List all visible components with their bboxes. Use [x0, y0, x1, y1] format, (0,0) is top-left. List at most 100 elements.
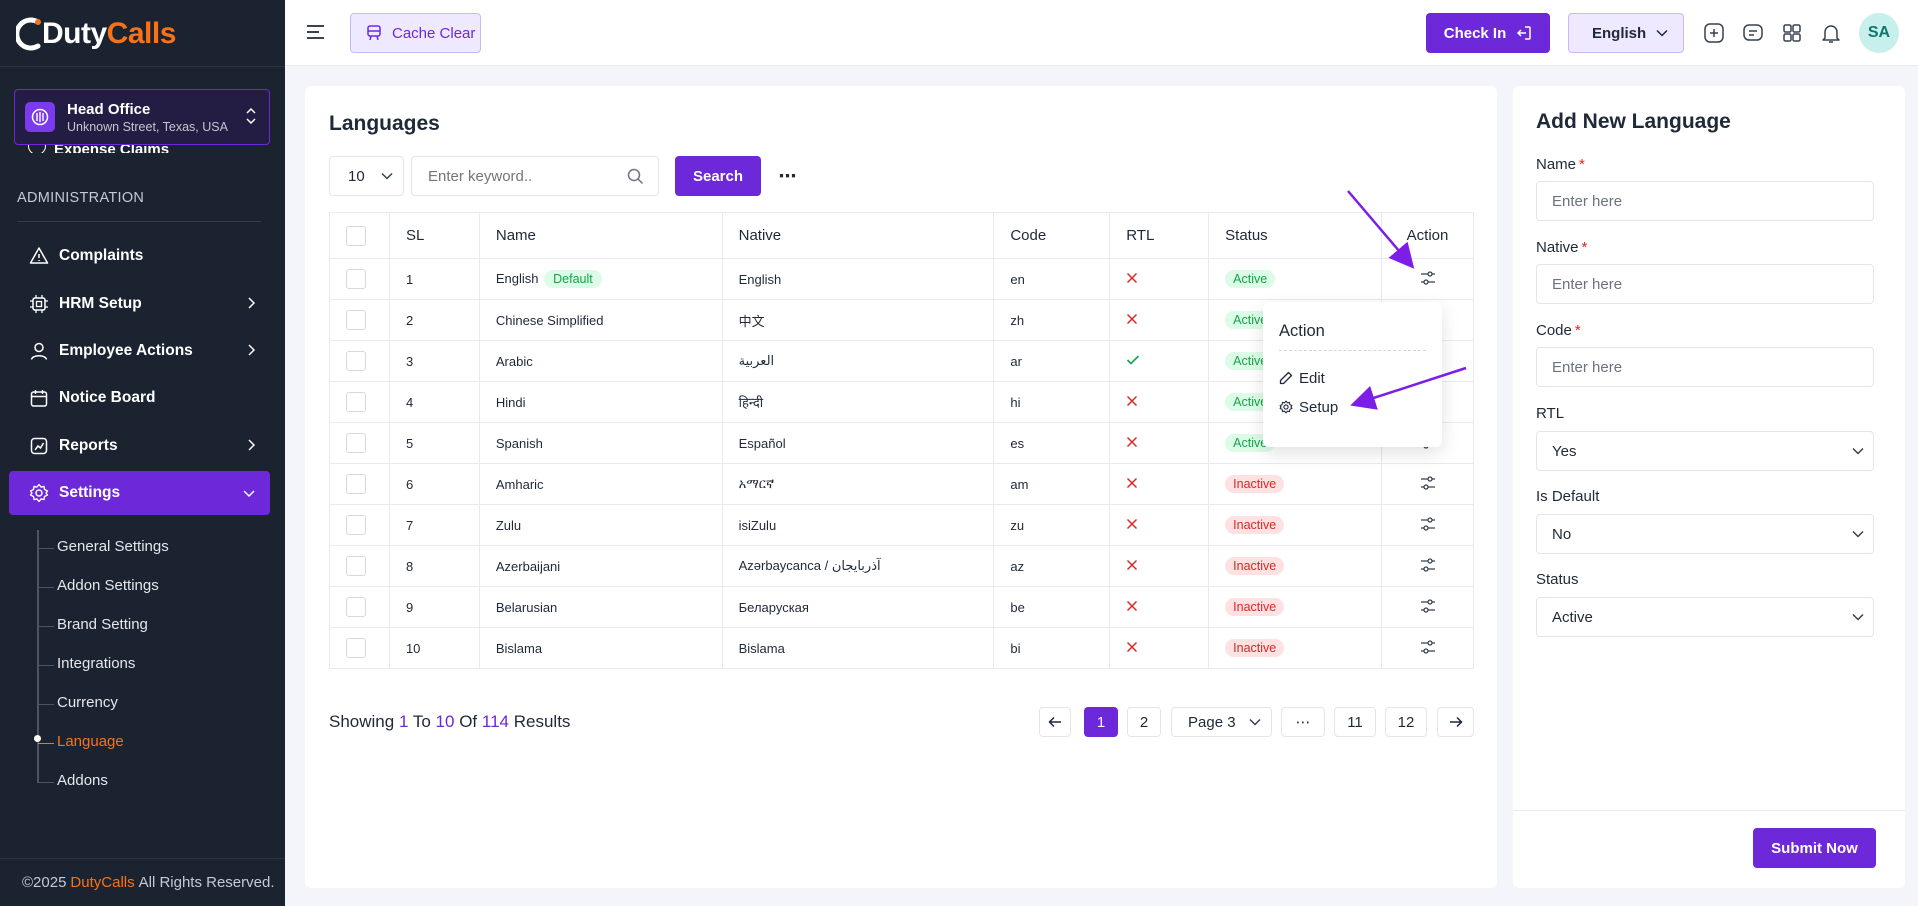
column-header[interactable]: Status: [1208, 212, 1382, 259]
table-row[interactable]: 8 Azerbaijani Azərbaycanca / آذربایجان az In…: [329, 545, 1474, 587]
arrow-right-icon: [1449, 716, 1463, 728]
sliders-icon[interactable]: [1420, 270, 1436, 286]
row-checkbox[interactable]: [346, 351, 366, 371]
column-header[interactable]: RTL: [1109, 212, 1210, 259]
subnav-item-brand-setting[interactable]: Brand Setting: [57, 616, 148, 633]
section-label: ADMINISTRATION: [17, 190, 145, 206]
code-input[interactable]: [1536, 347, 1874, 387]
row-checkbox[interactable]: [346, 515, 366, 535]
sidebar-item-reports[interactable]: Reports: [9, 424, 270, 468]
check-in-button[interactable]: Check In: [1426, 13, 1550, 53]
sliders-icon[interactable]: [1420, 516, 1436, 532]
avatar[interactable]: SA: [1859, 13, 1899, 53]
page-button[interactable]: 2: [1127, 707, 1161, 737]
code-cell: zh: [993, 299, 1111, 341]
sidebar-item-hrm-setup[interactable]: HRM Setup: [9, 282, 270, 326]
rtl-value: Yes: [1552, 442, 1577, 460]
cache-clear-button[interactable]: Cache Clear: [350, 13, 481, 53]
language-dropdown[interactable]: English: [1568, 13, 1684, 53]
per-page-select[interactable]: 10: [329, 156, 404, 196]
action-cell: [1381, 463, 1474, 505]
logo[interactable]: Duty Calls: [16, 12, 176, 56]
subnav-item-language[interactable]: Language: [57, 733, 124, 750]
more-options-icon[interactable]: ⋯: [778, 165, 798, 186]
subnav-item-general-settings[interactable]: General Settings: [57, 538, 169, 555]
submit-button[interactable]: Submit Now: [1753, 828, 1876, 868]
sidebar-item-notice-board[interactable]: Notice Board: [9, 376, 270, 420]
alert-triangle-icon: [29, 246, 49, 266]
row-checkbox[interactable]: [346, 638, 366, 658]
subnav-item-integrations[interactable]: Integrations: [57, 655, 136, 672]
x-icon: [1126, 641, 1138, 656]
rtl-select[interactable]: Yes: [1536, 431, 1874, 471]
name-cell: Azerbaijani: [478, 545, 723, 587]
results-summary: Showing 1 To 10 Of 114 Results: [329, 712, 570, 732]
setup-menu-item[interactable]: Setup: [1279, 397, 1338, 417]
chat-icon[interactable]: [1741, 21, 1765, 45]
column-header[interactable]: Name: [478, 212, 723, 259]
row-checkbox[interactable]: [346, 597, 366, 617]
row-checkbox-cell: [329, 381, 390, 423]
native-input[interactable]: [1536, 264, 1874, 304]
table-row[interactable]: 7 Zulu isiZulu zu Inactive: [329, 504, 1474, 546]
status-select[interactable]: Active: [1536, 597, 1874, 637]
column-header[interactable]: SL: [388, 212, 480, 259]
sliders-icon[interactable]: [1420, 475, 1436, 491]
sliders-icon[interactable]: [1420, 598, 1436, 614]
action-cell: [1381, 586, 1474, 628]
subnav-item-addons[interactable]: Addons: [57, 772, 108, 789]
apps-grid-icon[interactable]: [1780, 21, 1804, 45]
add-icon[interactable]: [1702, 21, 1726, 45]
select-all-checkbox[interactable]: [346, 225, 366, 246]
search-input[interactable]: [411, 156, 659, 196]
status-cell: Inactive: [1208, 463, 1382, 505]
sliders-icon[interactable]: [1420, 639, 1436, 655]
table-row[interactable]: 3 Arabic العربية ar Active: [329, 340, 1474, 382]
row-checkbox[interactable]: [346, 474, 366, 494]
row-checkbox[interactable]: [346, 269, 366, 289]
cpu-icon: [29, 294, 49, 314]
sidebar-item-label: HRM Setup: [59, 295, 142, 312]
row-checkbox[interactable]: [346, 392, 366, 412]
column-header[interactable]: Native: [721, 212, 995, 259]
sl-cell: 4: [388, 381, 480, 423]
default-select[interactable]: No: [1536, 514, 1874, 554]
bell-icon[interactable]: [1819, 21, 1843, 45]
name-text: Belarusian: [495, 599, 558, 615]
page-ellipsis-button[interactable]: ⋯: [1281, 707, 1325, 737]
name-input[interactable]: [1536, 181, 1874, 221]
menu-toggle-icon[interactable]: [306, 24, 326, 43]
page-button-current[interactable]: 1: [1084, 707, 1118, 737]
table-row[interactable]: 6 Amharic አማርኛ am Inactive: [329, 463, 1474, 505]
table-row[interactable]: 10 Bislama Bislama bi Inactive: [329, 627, 1474, 669]
copyright-text: All Rights Reserved.: [138, 874, 275, 891]
subnav-item-currency[interactable]: Currency: [57, 694, 118, 711]
edit-menu-item[interactable]: Edit: [1279, 368, 1325, 388]
row-checkbox[interactable]: [346, 310, 366, 330]
status-badge: Active: [1225, 434, 1276, 452]
sidebar-item-complaints[interactable]: Complaints: [9, 234, 270, 278]
status-badge: Inactive: [1225, 598, 1285, 616]
copyright-brand[interactable]: DutyCalls: [70, 874, 135, 891]
search-button[interactable]: Search: [675, 156, 761, 196]
name-text: Zulu: [495, 517, 522, 533]
row-checkbox[interactable]: [346, 556, 366, 576]
column-header[interactable]: Code: [993, 212, 1111, 259]
prev-page-button[interactable]: [1039, 707, 1071, 737]
page-button[interactable]: 11: [1334, 707, 1376, 737]
status-cell: Active: [1208, 258, 1382, 300]
sidebar-item-employee-actions[interactable]: Employee Actions: [9, 329, 270, 373]
subnav-item-addon-settings[interactable]: Addon Settings: [57, 577, 159, 594]
page-button[interactable]: 12: [1385, 707, 1427, 737]
table-row[interactable]: 1 English Default English en Active: [329, 258, 1474, 300]
page-select[interactable]: Page 3: [1171, 707, 1272, 737]
chevron-down-icon: [1852, 530, 1864, 538]
sidebar-item-settings[interactable]: Settings: [9, 471, 270, 515]
branch-switcher[interactable]: Head Office Unknown Street, Texas, USA: [14, 89, 270, 145]
sliders-icon[interactable]: [1420, 557, 1436, 573]
x-icon: [1126, 395, 1138, 410]
next-page-button[interactable]: [1437, 707, 1474, 737]
table-row[interactable]: 9 Belarusian Беларуская be Inactive: [329, 586, 1474, 628]
name-cell: Spanish: [478, 422, 723, 464]
row-checkbox[interactable]: [346, 433, 366, 453]
